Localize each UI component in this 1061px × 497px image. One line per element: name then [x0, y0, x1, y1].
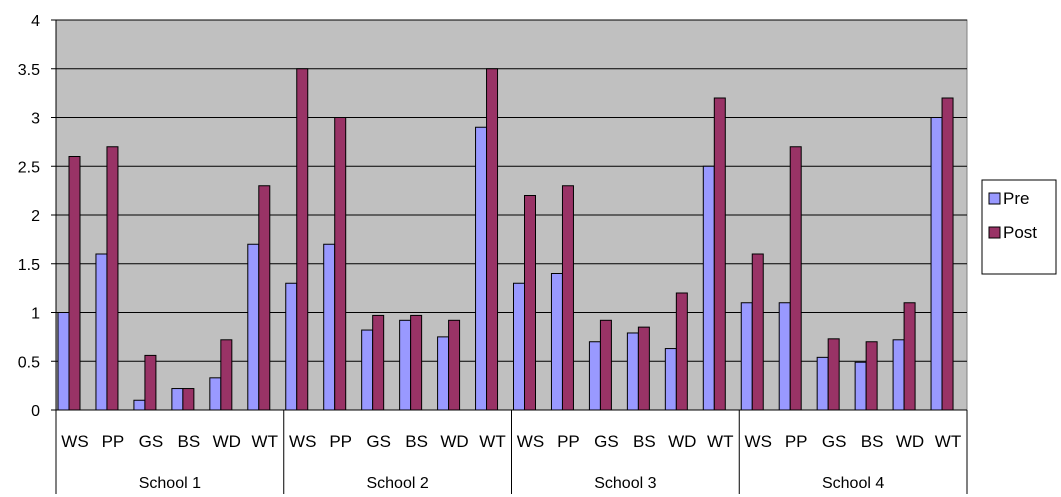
bar-post-school-3-ws — [524, 195, 536, 411]
bar-pre-school-4-ws — [740, 302, 753, 411]
x-category-label: WD — [440, 432, 468, 451]
bar-post-school-1-bs — [182, 388, 195, 411]
x-category-label: BS — [178, 432, 201, 451]
gridlines — [51, 19, 967, 411]
y-tick-label: 3 — [31, 111, 40, 128]
bar-pre-school-3-bs — [626, 332, 639, 411]
x-category-labels: WS PP GS BS WD WT WS PP GS BS WD WT WS PP GS BS WD WT WS PP… — [61, 432, 961, 451]
y-tick-label: 3.5 — [18, 62, 40, 79]
bar-pre-school-1-wd — [209, 377, 222, 411]
bar-post-school-2-pp — [334, 117, 347, 411]
x-category-label: GS — [822, 432, 847, 451]
x-category-label: GS — [594, 432, 619, 451]
y-tick-label: 0.5 — [18, 354, 40, 371]
bar-post-school-1-wd — [220, 339, 233, 411]
x-category-label: GS — [139, 432, 164, 451]
bar-pre-school-1-wt — [247, 243, 260, 411]
legend: Pre Post — [981, 179, 1057, 275]
bar-post-school-4-wd — [903, 302, 916, 411]
bar-post-school-4-pp — [789, 146, 802, 411]
bar-pre-school-1-ws — [57, 312, 70, 411]
x-category-label: WD — [668, 432, 696, 451]
x-category-label: PP — [102, 432, 125, 451]
bar-post-school-2-wd — [448, 319, 461, 411]
legend-label-pre: Pre — [1003, 189, 1029, 208]
bar-pre-school-3-wt — [702, 165, 715, 411]
x-category-label: PP — [785, 432, 808, 451]
x-category-label: WT — [935, 432, 961, 451]
bar-pre-school-1-gs — [133, 399, 146, 411]
bar-post-school-2-wt — [486, 68, 499, 411]
x-category-label: BS — [861, 432, 884, 451]
y-tick-label: 2.5 — [18, 159, 40, 176]
bar-post-school-4-ws — [751, 253, 764, 411]
group-label: School 3 — [594, 475, 656, 492]
y-tick-label: 2 — [31, 208, 40, 225]
bar-pre-school-1-bs — [171, 388, 184, 411]
bar-post-school-2-ws — [296, 68, 309, 411]
bar-pre-school-3-pp — [550, 273, 563, 411]
y-tick-label: 4 — [31, 13, 40, 30]
group-label: School 2 — [366, 475, 428, 492]
x-category-label: WS — [289, 432, 316, 451]
bar-pre-school-4-bs — [854, 361, 867, 411]
y-tick-labels: 0 0.5 1 1.5 2 2.5 3 3.5 4 — [18, 13, 40, 420]
x-category-label: PP — [329, 432, 352, 451]
bar-pre-school-4-gs — [816, 356, 829, 411]
bar-post-school-1-ws — [68, 156, 81, 411]
group-label: School 1 — [139, 475, 201, 492]
bar-post-school-3-wt — [713, 97, 726, 411]
bar-post-school-4-bs — [865, 341, 878, 411]
bar-pre-school-2-gs — [361, 329, 374, 411]
bar-pre-school-3-wd — [664, 348, 677, 411]
x-category-label: WT — [252, 432, 278, 451]
bar-pre-school-4-wd — [892, 339, 905, 411]
bar-pre-school-2-ws — [285, 282, 298, 411]
axes — [55, 20, 968, 494]
bar-post-school-3-bs — [637, 326, 650, 411]
x-category-label: BS — [633, 432, 656, 451]
bar-post-school-3-wd — [675, 292, 688, 411]
bar-post-school-2-gs — [372, 314, 385, 411]
bar-pre-school-1-pp — [95, 253, 108, 411]
x-category-label: WD — [213, 432, 241, 451]
bar-pre-school-2-pp — [323, 243, 336, 411]
bar-post-school-1-wt — [258, 185, 271, 411]
legend-label-post: Post — [1003, 223, 1037, 242]
x-category-label: WS — [61, 432, 88, 451]
bar-pre-school-2-bs — [399, 319, 412, 411]
y-tick-label: 1.5 — [18, 257, 40, 274]
legend-swatch-pre — [988, 192, 1001, 205]
bar-post-school-1-gs — [144, 354, 157, 411]
bar-post-school-2-bs — [410, 314, 423, 411]
x-category-label: WD — [896, 432, 924, 451]
x-category-label: WS — [745, 432, 772, 451]
bar-post-school-4-gs — [827, 338, 840, 411]
legend-swatch-post — [988, 226, 1001, 239]
x-category-label: WS — [517, 432, 544, 451]
bar-pre-school-3-ws — [513, 282, 525, 411]
bar-post-school-1-pp — [106, 146, 119, 411]
bar-pre-school-2-wt — [475, 126, 488, 411]
group-label: School 4 — [822, 475, 884, 492]
y-tick-label: 0 — [31, 403, 40, 420]
bar-pre-school-4-wt — [930, 117, 943, 411]
x-category-label: WT — [479, 432, 505, 451]
x-category-label: PP — [557, 432, 580, 451]
x-category-label: WT — [707, 432, 733, 451]
bar-post-school-3-pp — [561, 185, 574, 411]
y-tick-label: 1 — [31, 306, 40, 323]
bar-pre-school-4-pp — [778, 302, 791, 411]
bar-pre-school-2-wd — [437, 336, 450, 411]
bar-post-school-4-wt — [941, 97, 954, 411]
x-category-label: GS — [366, 432, 391, 451]
group-labels: School 1 School 2 School 3 School 4 — [139, 475, 885, 492]
bar-post-school-3-gs — [599, 319, 612, 411]
x-category-label: BS — [405, 432, 428, 451]
bar-pre-school-3-gs — [588, 341, 601, 411]
